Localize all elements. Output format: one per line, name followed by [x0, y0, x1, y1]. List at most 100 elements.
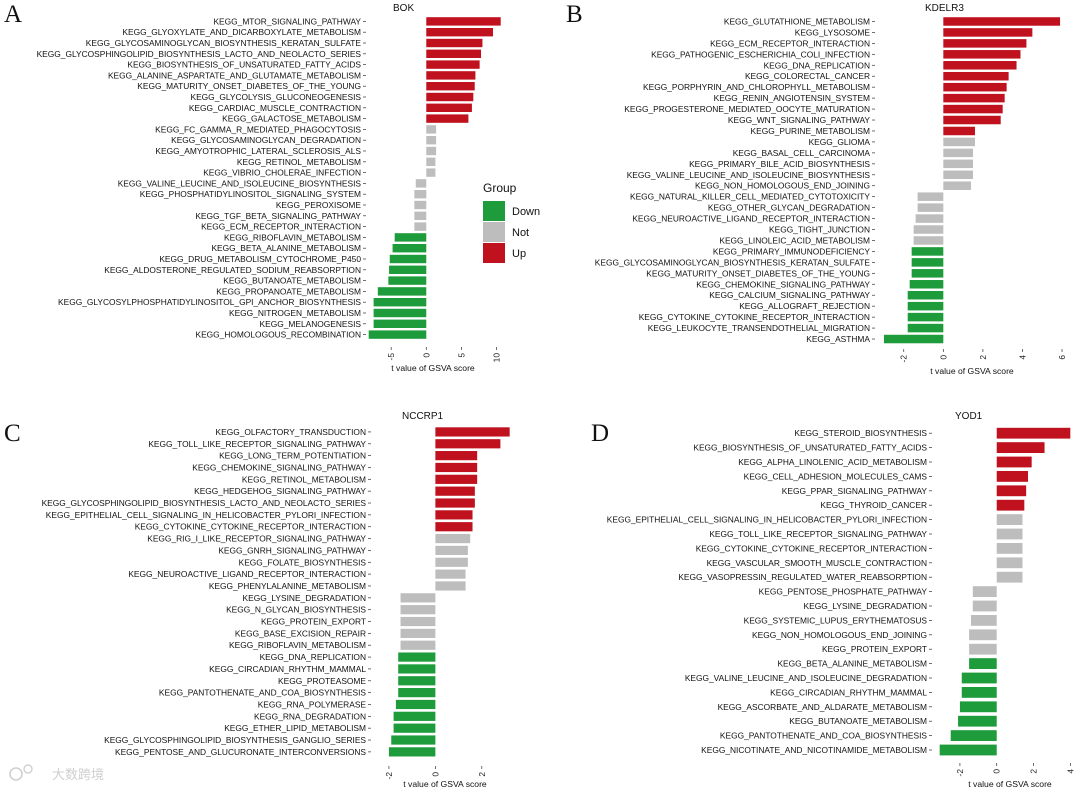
panel-b-term-label: KEGG_ASTHMA	[806, 334, 870, 344]
panel-b-bar	[907, 312, 944, 322]
panel-c-term-label: KEGG_BASE_EXCISION_REPAIR	[235, 628, 366, 638]
panel-c-xlabel: t value of GSVA score	[403, 779, 487, 789]
panel-b-bar	[911, 258, 944, 267]
panel-a-term-label: KEGG_TGF_BETA_SIGNALING_PATHWAY	[195, 211, 361, 221]
panel-d-x-tick-label: 2	[1029, 769, 1039, 774]
panel-a-bar	[414, 190, 427, 199]
panel-b-term-label: KEGG_OTHER_GLYCAN_DEGRADATION	[708, 203, 870, 213]
panel-a-bar	[426, 125, 437, 134]
panel-b-term-label: KEGG_NATURAL_KILLER_CELL_MEDIATED_CYTOTO…	[630, 192, 870, 202]
panel-c-term-label: KEGG_EPITHELIAL_CELL_SIGNALING_IN_HELICO…	[46, 510, 366, 520]
watermark-logo-dot-icon	[23, 764, 33, 774]
panel-d-bar	[958, 715, 997, 727]
panel-a-bar	[377, 287, 427, 296]
panel-b-term-label: KEGG_DNA_REPLICATION	[764, 60, 870, 70]
panel-b-term-label: KEGG_CALCIUM_SIGNALING_PATHWAY	[709, 290, 870, 300]
panel-a-term-label: KEGG_GLYCOSAMINOGLYCAN_BIOSYNTHESIS_KERA…	[86, 38, 362, 48]
panel-c-term-label: KEGG_PROTEASOME	[278, 676, 366, 686]
panel-b-term-label: KEGG_LEUKOCYTE_TRANSENDOTHELIAL_MIGRATIO…	[648, 323, 870, 333]
panel-b-term-label: KEGG_GLYCOSAMINOGLYCAN_BIOSYNTHESIS_KERA…	[595, 257, 871, 267]
panel-a-term-label: KEGG_FC_GAMMA_R_MEDIATED_PHAGOCYTOSIS	[155, 124, 361, 134]
panel-c-bar	[435, 486, 475, 496]
panel-b-term-label: KEGG_LYSOSOME	[795, 27, 871, 37]
panel-c-bar	[400, 605, 436, 615]
panel-b-bar	[943, 181, 972, 190]
panel-a-bar	[426, 114, 469, 123]
panel-c-term-label: KEGG_LYSINE_DEGRADATION	[243, 593, 366, 603]
panel-c-title: NCCRP1	[402, 411, 444, 422]
panel-c-term-label: KEGG_CIRCADIAN_RHYTHM_MAMMAL	[209, 664, 366, 674]
panel-c-bar	[388, 747, 436, 757]
panel-a-bar	[368, 330, 427, 339]
panel-b-xlabel: t value of GSVA score	[930, 366, 1014, 376]
panel-letter-b: B	[566, 1, 583, 28]
panel-d-term-label: KEGG_CIRCADIAN_RHYTHM_MAMMAL	[770, 687, 927, 697]
panel-b-bar	[943, 137, 975, 147]
panel-c-term-label: KEGG_CYTOKINE_CYTOKINE_RECEPTOR_INTERACT…	[135, 522, 366, 532]
panel-b-bar	[943, 170, 973, 180]
panel-c-term-label: KEGG_RETINOL_METABOLISM	[242, 474, 366, 484]
panel-c-bar	[398, 664, 436, 674]
panel-a-term-label: KEGG_MATURITY_ONSET_DIABETES_OF_THE_YOUN…	[137, 81, 361, 91]
panel-d-term-label: KEGG_NON_HOMOLOGOUS_END_JOINING	[752, 630, 927, 640]
panel-b-bar	[943, 159, 973, 169]
panel-a-term-label: KEGG_BUTANOATE_METABOLISM	[223, 276, 361, 286]
legend-swatch-not	[483, 222, 505, 242]
panel-b-chart: KEGG_GLUTATHIONE_METABOLISMKEGG_LYSOSOME…	[595, 16, 1067, 362]
panel-c-bar	[400, 616, 436, 627]
panel-d-bar	[970, 615, 997, 626]
panel-a-term-label: KEGG_GLYCOSPHINGOLIPID_BIOSYNTHESIS_LACT…	[37, 49, 362, 59]
panel-a-term-label: KEGG_CARDIAC_MUSCLE_CONTRACTION	[189, 103, 361, 113]
panel-d-term-label: KEGG_THYROID_CANCER	[820, 500, 927, 510]
panel-a-bar	[392, 244, 427, 253]
panel-c-bar	[400, 593, 436, 603]
panel-a-term-label: KEGG_PHOSPHATIDYLINOSITOL_SIGNALING_SYST…	[140, 189, 361, 199]
panel-c-term-label: KEGG_HEDGEHOG_SIGNALING_PATHWAY	[194, 486, 366, 496]
panel-d-bar	[969, 643, 997, 655]
panel-a-title: BOK	[393, 3, 414, 14]
panel-b-term-label: KEGG_TIGHT_JUNCTION	[769, 225, 870, 235]
legend-label-up: Up	[512, 248, 526, 260]
panel-d-x-tick-label: -2	[955, 769, 965, 777]
panel-d-bar	[996, 514, 1023, 525]
panel-a-term-label: KEGG_BIOSYNTHESIS_OF_UNSATURATED_FATTY_A…	[127, 60, 361, 70]
panel-b-term-label: KEGG_PATHOGENIC_ESCHERICHIA_COLI_INFECTI…	[651, 49, 870, 59]
panel-b-bar	[943, 39, 1027, 48]
panel-b-bar	[915, 214, 944, 223]
panel-d-term-label: KEGG_VASCULAR_SMOOTH_MUSCLE_CONTRACTION	[707, 558, 927, 568]
panel-c-bar	[398, 676, 436, 686]
panel-d-title: YOD1	[955, 411, 983, 422]
panel-d-bar	[996, 543, 1023, 554]
panel-c-term-label: KEGG_FOLATE_BIOSYNTHESIS	[239, 557, 367, 567]
legend-swatch-up	[483, 243, 505, 263]
panel-a-bar	[426, 49, 482, 58]
panel-letter-a: A	[4, 1, 22, 28]
panel-c-bar	[393, 723, 436, 733]
panel-b-bar	[917, 203, 944, 212]
legend-label-not: Not	[512, 227, 529, 239]
panel-b-term-label: KEGG_NEUROACTIVE_LIGAND_RECEPTOR_INTERAC…	[632, 214, 870, 224]
panel-a-bar	[426, 146, 437, 156]
panel-c-bar	[435, 427, 510, 437]
panel-d-term-label: KEGG_PPAR_SIGNALING_PATHWAY	[782, 486, 928, 496]
panel-b-bar	[943, 61, 1017, 70]
panel-d-x-tick-label: 4	[1065, 769, 1075, 774]
panel-b-x-tick-label: -2	[899, 355, 909, 363]
panel-b-bar	[943, 148, 973, 158]
panel-a-x-tick-label: -5	[386, 353, 396, 361]
panel-a-bar	[426, 136, 437, 145]
watermark: 大数跨境	[9, 764, 104, 782]
panel-b-bar	[911, 269, 944, 278]
panel-c-term-label: KEGG_PHENYLALANINE_METABOLISM	[209, 581, 366, 591]
panel-c-term-label: KEGG_DNA_REPLICATION	[260, 652, 366, 662]
panel-b-bar	[909, 280, 944, 289]
panel-d-term-label: KEGG_ALPHA_LINOLENIC_ACID_METABOLISM	[738, 457, 927, 467]
panel-d-bar	[972, 600, 997, 612]
panel-b-term-label: KEGG_COLORECTAL_CANCER	[745, 71, 870, 81]
panel-a-term-label: KEGG_VALINE_LEUCINE_AND_ISOLEUCINE_BIOSY…	[118, 178, 362, 188]
panel-d-term-label: KEGG_PANTOTHENATE_AND_COA_BIOSYNTHESIS	[720, 731, 928, 741]
panel-b-term-label: KEGG_PRIMARY_BILE_ACID_BIOSYNTHESIS	[689, 159, 870, 169]
panel-d-term-label: KEGG_VALINE_LEUCINE_AND_ISOLEUCINE_DEGRA…	[685, 673, 927, 683]
legend-title: Group	[483, 181, 517, 195]
panel-a-bar	[426, 71, 476, 80]
